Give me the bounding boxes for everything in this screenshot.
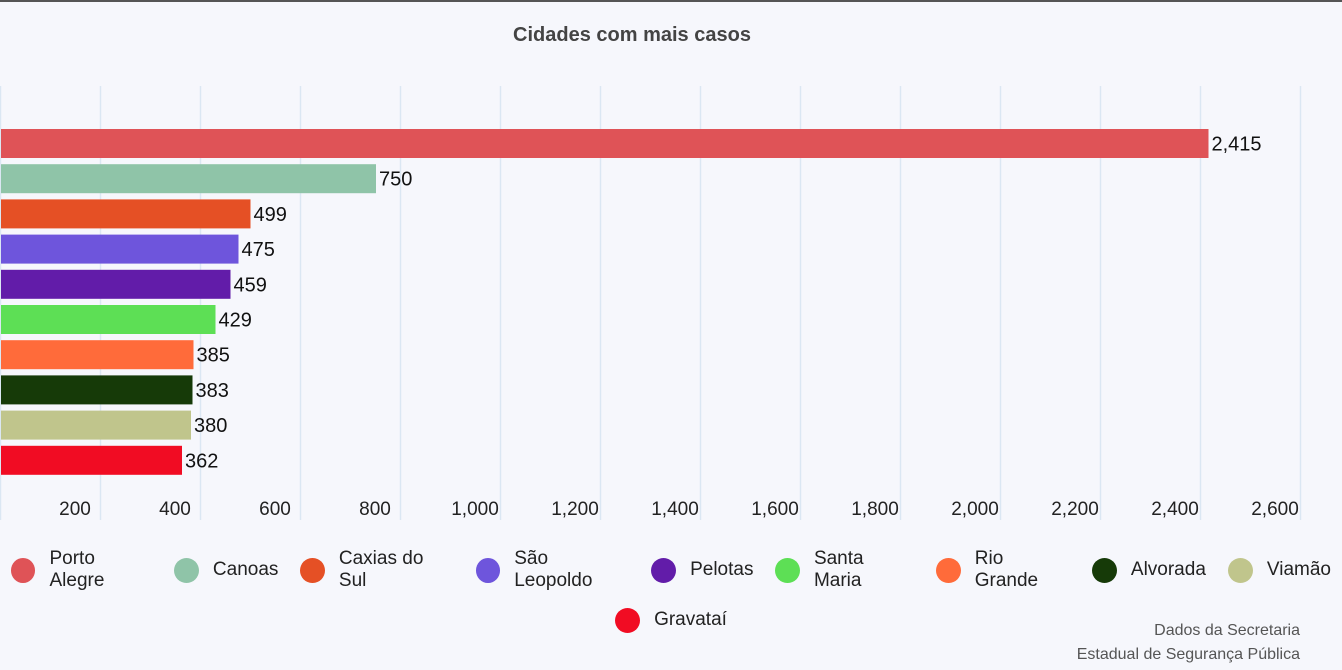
bar-value-label: 2,415 (1212, 134, 1262, 156)
legend-row: Gravataí (0, 603, 1342, 637)
legend-swatch (1227, 557, 1253, 583)
legend-row: Porto Alegre Canoas Caxias do Sul São Leopo… (0, 548, 1342, 591)
legend-label: Alvorada (1130, 559, 1206, 580)
x-tick-label: 1,600 (751, 499, 799, 520)
x-tick-label: 400 (159, 499, 191, 520)
bar-value-label: 750 (379, 169, 412, 191)
x-tick-label: 2,400 (1151, 499, 1199, 520)
legend-swatch (775, 557, 800, 583)
bar-gravatai[interactable] (1, 445, 182, 475)
legend-label: Porto Alegre (49, 548, 105, 591)
legend-label: Gravataí (654, 609, 727, 630)
credits-line-2: Estadual de Segurança Pública (1076, 646, 1300, 663)
legend-label: Viamão (1266, 559, 1331, 580)
value-labels: 2,415 750 499 475 459 429 385 383 380 362 (185, 134, 1262, 473)
legend-swatch (936, 557, 961, 583)
legend-swatch (651, 557, 677, 583)
legend-item[interactable]: Alvorada (1091, 557, 1206, 583)
bar-chart: 2,415 750 499 475 459 429 385 383 380 362 200 400 6… (0, 86, 1302, 520)
credits: Dados da Secretaria Estadual de Seguranç… (1077, 619, 1300, 667)
x-tick-label: 600 (259, 499, 291, 520)
x-tick-label: 1,400 (651, 499, 699, 520)
legend-item[interactable]: Gravataí (615, 607, 727, 633)
bar-sao-leopoldo[interactable] (1, 234, 239, 264)
bar-value-label: 459 (234, 274, 267, 296)
legend-item[interactable]: Viamão (1227, 557, 1331, 583)
grid-lines (0, 86, 1302, 520)
x-tick-label: 1,200 (551, 499, 599, 520)
legend-item[interactable]: Rio Grande (936, 548, 1070, 592)
x-tick-label: 1,000 (451, 499, 499, 520)
legend-swatch (615, 607, 641, 633)
x-tick-label: 2,600 (1251, 499, 1299, 520)
legend-label: Canoas (212, 559, 279, 580)
legend-item[interactable]: Santa Maria (775, 548, 914, 592)
legend-swatch (11, 557, 36, 583)
legend-item[interactable]: Caxias do Sul (300, 548, 453, 592)
chart-title: Cidades com mais casos (513, 24, 751, 46)
bar-santa-maria[interactable] (1, 305, 216, 334)
bar-viamao[interactable] (1, 410, 191, 440)
x-tick-label: 800 (359, 499, 391, 520)
bar-caxias-do-sul[interactable] (1, 199, 251, 229)
legend-swatch (1091, 557, 1117, 583)
bar-value-label: 429 (219, 310, 252, 332)
bar-value-label: 475 (242, 239, 275, 261)
bar-value-label: 383 (196, 380, 229, 402)
x-tick-label: 1,800 (851, 499, 899, 520)
legend-label: São Leopoldo (514, 548, 593, 591)
bar-value-label: 385 (197, 345, 230, 367)
bars (1, 129, 1209, 475)
legend-label: Caxias do Sul (338, 548, 424, 591)
legend-item[interactable]: Pelotas (651, 557, 754, 583)
bar-value-label: 380 (194, 415, 227, 437)
legend-label: Santa Maria (813, 548, 864, 591)
legend-item[interactable]: Canoas (173, 557, 279, 583)
bar-value-label: 499 (254, 204, 287, 226)
bar-pelotas[interactable] (1, 269, 231, 299)
legend-swatch (300, 557, 325, 583)
legend-label: Pelotas (690, 559, 754, 580)
legend-swatch (475, 557, 501, 583)
x-tick-label: 2,200 (1051, 499, 1099, 520)
x-tick-label: 2,000 (951, 499, 999, 520)
bar-rio-grande[interactable] (1, 340, 194, 370)
x-tick-label: 200 (59, 499, 91, 520)
legend-item[interactable]: São Leopoldo (475, 548, 629, 592)
legend-item[interactable]: Porto Alegre (11, 548, 152, 592)
bar-value-label: 362 (185, 450, 218, 472)
bar-canoas[interactable] (1, 164, 376, 194)
legend-swatch (173, 557, 199, 583)
x-axis-ticks: 200 400 600 800 1,000 1,200 1,400 1,600 1,800 2,0… (59, 499, 1299, 520)
legend: Porto Alegre Canoas Caxias do Sul São Leopo… (0, 548, 1342, 637)
credits-line-1: Dados da Secretaria (1154, 622, 1300, 639)
top-border (0, 0, 1342, 2)
bar-alvorada[interactable] (1, 375, 193, 405)
bar-porto-alegre[interactable] (1, 129, 1209, 158)
legend-label: Rio Grande (974, 548, 1039, 591)
